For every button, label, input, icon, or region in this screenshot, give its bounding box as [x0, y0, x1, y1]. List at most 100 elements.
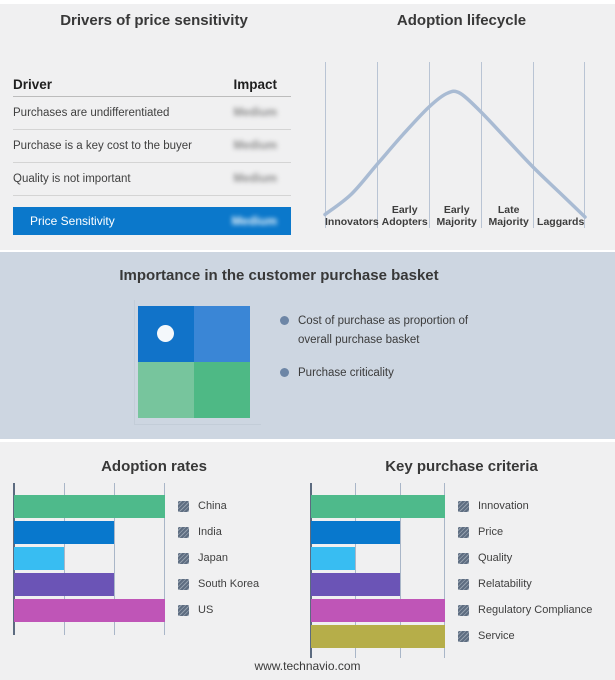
bar — [311, 521, 400, 544]
gridline — [355, 483, 356, 658]
column-header-impact: Impact — [233, 77, 277, 92]
lifecycle-stage: Innovators — [325, 202, 379, 228]
driver-row: Purchase is a key cost to the buyer Mediu… — [13, 130, 291, 163]
stage-divider-line — [429, 62, 430, 228]
quadrant-cell — [194, 306, 250, 362]
adoption-rates-plot — [13, 483, 165, 635]
legend-item: Quality — [458, 545, 592, 571]
lifecycle-chart: Innovators Early Adopters Early Majority La… — [323, 62, 587, 228]
bar — [14, 547, 64, 570]
quadrant-matrix — [138, 306, 250, 418]
key-purchase-criteria-panel: Key purchase criteria Innovation Price Qua… — [308, 442, 615, 680]
key-purchase-criteria-legend: Innovation Price Quality Relatability Regula… — [458, 483, 592, 649]
bar — [14, 495, 165, 518]
drivers-table-header: Driver Impact — [13, 70, 291, 97]
stage-label: Innovators — [325, 215, 379, 228]
legend-label: Relatability — [478, 578, 532, 590]
driver-row: Purchases are undifferentiated Medium — [13, 97, 291, 130]
legend-swatch-icon — [458, 604, 469, 616]
quadrant-cell — [138, 362, 194, 418]
bar — [311, 573, 400, 596]
basket-legend-label: Purchase criticality — [298, 367, 394, 379]
legend-label: China — [198, 500, 227, 512]
stage-divider-line — [533, 62, 534, 228]
legend-label: Regulatory Compliance — [478, 604, 593, 616]
drivers-title: Drivers of price sensitivity — [60, 12, 248, 29]
adoption-curve — [323, 89, 587, 219]
legend-item: China — [178, 493, 259, 519]
basket-legend: Cost of purchase as proportion of overal… — [280, 312, 480, 397]
key-purchase-criteria-title: Key purchase criteria — [385, 458, 538, 475]
bell-curve-path — [323, 89, 587, 219]
stage-label: Late Majority — [488, 204, 529, 228]
stage-label: Early Majority — [436, 204, 477, 228]
legend-swatch-icon — [458, 630, 469, 642]
driver-cell: Quality is not important — [13, 173, 131, 185]
gridline — [444, 483, 445, 658]
price-sensitivity-impact-redacted: Medium — [231, 214, 277, 228]
legend-swatch-icon — [458, 500, 469, 512]
bar — [311, 547, 355, 570]
bar — [311, 599, 445, 622]
drivers-table-rows: Purchases are undifferentiated Medium Purc… — [13, 97, 291, 196]
drivers-panel: Drivers of price sensitivity Driver Impa… — [0, 0, 308, 250]
legend-label: US — [198, 604, 214, 616]
legend-swatch-icon — [458, 526, 469, 538]
gridline — [63, 483, 65, 635]
bar — [311, 495, 445, 518]
middle-band-background — [0, 252, 615, 439]
stage-divider-line — [325, 62, 326, 228]
legend-label: Price — [478, 526, 504, 538]
column-header-driver: Driver — [13, 77, 53, 92]
lifecycle-stage: Early Majority — [431, 202, 483, 228]
legend-swatch-icon — [178, 578, 189, 590]
legend-label: Quality — [478, 552, 513, 564]
driver-cell: Purchase is a key cost to the buyer — [13, 140, 192, 152]
legend-item: Price — [458, 519, 592, 545]
adoption-lifecycle-panel: Adoption lifecycle Innovators Early Adopt… — [308, 0, 615, 250]
gridline — [310, 483, 312, 658]
legend-label: South Korea — [198, 578, 260, 590]
gridline — [114, 483, 116, 635]
legend-swatch-icon — [458, 578, 469, 590]
basket-title: Importance in the customer purchase bask… — [119, 267, 439, 284]
impact-value-redacted: Medium — [233, 140, 277, 152]
legend-item: Innovation — [458, 493, 592, 519]
basket-legend-label: Cost of purchase as proportion of overal… — [298, 315, 469, 346]
legend-swatch-icon — [178, 526, 189, 538]
stage-divider-line — [377, 62, 378, 228]
bar — [311, 625, 445, 648]
legend-label: Innovation — [478, 500, 529, 512]
impact-value-redacted: Medium — [233, 107, 277, 119]
basket-legend-item: Cost of purchase as proportion of overal… — [280, 312, 480, 350]
lifecycle-stage: Laggards — [535, 202, 587, 228]
lifecycle-stage-labels: Innovators Early Adopters Early Majority La… — [325, 202, 585, 228]
lifecycle-stage: Late Majority — [483, 202, 535, 228]
stage-divider-line — [584, 62, 585, 228]
legend-item: US — [178, 597, 259, 623]
driver-row: Quality is not important Medium — [13, 163, 291, 196]
marker-dot — [156, 324, 174, 342]
bullet-icon — [280, 368, 289, 377]
legend-swatch-icon — [458, 552, 469, 564]
adoption-rates-legend: China India Japan South Korea US — [178, 483, 259, 623]
bar — [14, 521, 115, 544]
stage-label: Laggards — [537, 215, 585, 228]
legend-label: Japan — [198, 552, 228, 564]
bullet-icon — [280, 316, 289, 325]
price-sensitivity-label: Price Sensitivity — [30, 214, 115, 228]
matrix-axes-frame — [134, 300, 261, 425]
adoption-rates-title: Adoption rates — [101, 458, 207, 475]
purchase-basket-panel: Importance in the customer purchase bask… — [0, 252, 615, 439]
gridline — [400, 483, 401, 658]
driver-cell: Purchases are undifferentiated — [13, 107, 170, 119]
website-footer: www.technavio.com — [254, 659, 361, 673]
price-sensitivity-row: Price Sensitivity Medium — [13, 207, 291, 235]
legend-item: Regulatory Compliance — [458, 597, 592, 623]
legend-item: South Korea — [178, 571, 259, 597]
bar — [14, 573, 115, 596]
quadrant-cell — [194, 362, 250, 418]
bar — [14, 599, 165, 622]
stage-divider-line — [481, 62, 482, 228]
legend-item: Relatability — [458, 571, 592, 597]
